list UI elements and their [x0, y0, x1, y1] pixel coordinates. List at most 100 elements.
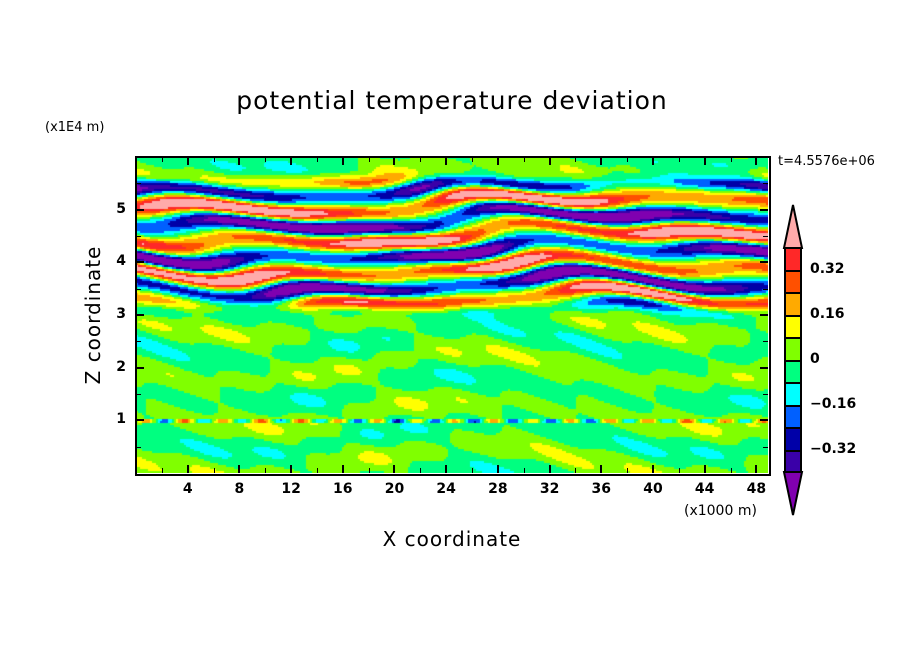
y-tick-label: 4: [116, 253, 126, 270]
x-tick-mark: [186, 465, 189, 473]
x-tick-mark: [290, 465, 293, 473]
x-minor-tick: [420, 468, 422, 473]
x-tick-mark: [651, 465, 654, 473]
x-tick-label: 24: [436, 481, 456, 497]
x-tick-mark: [393, 465, 396, 473]
x-minor-tick: [523, 468, 525, 473]
x-tick-label: 20: [384, 481, 405, 497]
x-tick-label: 32: [539, 481, 560, 497]
colorbar-box: [784, 427, 802, 452]
y-tick-mark-right: [760, 261, 768, 264]
y-minor-tick: [136, 183, 141, 185]
colorbar-label: 0: [810, 350, 820, 367]
x-tick-mark: [496, 465, 499, 473]
x-minor-tick-top: [420, 157, 422, 162]
x-minor-tick-top: [730, 157, 732, 162]
colorbar-box: [784, 269, 802, 294]
x-tick-mark-top: [651, 157, 654, 165]
x-axis-label: X coordinate: [382, 527, 522, 551]
y-tick-mark: [136, 419, 144, 422]
y-minor-tick-right: [763, 236, 768, 237]
y-tick-label: 3: [116, 306, 126, 322]
x-tick-label: 16: [333, 481, 353, 497]
x-minor-tick: [678, 468, 680, 473]
colorbar-box: [784, 359, 802, 384]
x-tick-mark-top: [393, 157, 396, 165]
x-minor-tick-top: [316, 157, 318, 162]
x-tick-mark-top: [290, 157, 293, 165]
x-minor-tick-top: [678, 157, 680, 162]
x-tick-label: 44: [694, 481, 715, 497]
colorbar-box: [784, 404, 802, 429]
y-tick-mark-right: [760, 208, 768, 211]
x-tick-label: 40: [643, 481, 663, 497]
y-tick-mark-right: [760, 366, 768, 369]
x-minor-tick: [730, 468, 732, 473]
y-tick-mark: [136, 314, 144, 316]
colorbar-box: [784, 337, 802, 362]
x-tick-label: 36: [591, 481, 611, 497]
y-tick-label: 1: [116, 411, 126, 428]
y-minor-tick: [136, 341, 141, 343]
x-tick-mark: [703, 465, 706, 473]
x-minor-tick-top: [523, 157, 525, 162]
x-tick-mark-top: [755, 157, 758, 165]
y-axis-label: Z coordinate: [81, 245, 105, 385]
x-tick-mark: [548, 465, 551, 473]
x-tick-label: 8: [234, 481, 245, 497]
contour-field: [136, 157, 768, 473]
x-tick-mark: [238, 465, 241, 473]
colorbar-label: −0.32: [810, 440, 857, 457]
y-minor-tick-right: [763, 341, 768, 343]
x-minor-tick: [472, 468, 474, 473]
y-tick-mark: [136, 366, 144, 369]
y-tick-mark-right: [760, 314, 768, 316]
colorbar-lower-extend-triangle: [782, 471, 804, 516]
x-minor-tick: [368, 468, 370, 473]
x-tick-mark-top: [548, 157, 551, 165]
y-minor-tick-right: [763, 446, 768, 448]
colorbar-label: 0.16: [810, 305, 845, 322]
x-tick-mark: [445, 465, 448, 473]
time-label: t=4.5576e+06: [778, 154, 875, 169]
x-minor-tick: [213, 468, 215, 473]
x-tick-mark-top: [341, 157, 344, 165]
x-minor-tick: [627, 468, 629, 473]
x-tick-label: 12: [281, 481, 301, 497]
y-tick-mark: [136, 208, 144, 211]
x-tick-mark-top: [186, 157, 189, 165]
x-tick-mark-top: [445, 157, 448, 165]
colorbar-box: [784, 382, 802, 407]
y-minor-tick-right: [763, 288, 768, 290]
colorbar-upper-extend-triangle: [782, 204, 804, 249]
y-minor-tick: [136, 288, 141, 290]
x-axis-unit: (x1000 m): [684, 503, 757, 519]
x-tick-mark-top: [703, 157, 706, 165]
x-minor-tick-top: [575, 157, 577, 162]
chart-title: potential temperature deviation: [236, 86, 668, 115]
colorbar-box: [784, 292, 802, 317]
y-minor-tick: [136, 446, 141, 448]
y-tick-label: 5: [116, 200, 126, 217]
x-minor-tick-top: [627, 157, 629, 162]
x-minor-tick: [265, 468, 267, 473]
y-minor-tick-right: [763, 394, 768, 395]
y-axis-unit: (x1E4 m): [45, 120, 105, 135]
y-tick-label: 2: [116, 358, 126, 375]
x-tick-label: 4: [182, 481, 193, 497]
x-minor-tick: [575, 468, 577, 473]
x-tick-mark-top: [600, 157, 603, 165]
x-tick-mark-top: [238, 157, 241, 165]
y-minor-tick-right: [763, 183, 768, 185]
x-tick-mark: [755, 465, 758, 473]
x-tick-label: 28: [488, 481, 508, 497]
x-minor-tick-top: [368, 157, 370, 162]
colorbar-label: 0.32: [810, 260, 845, 277]
y-minor-tick: [136, 236, 141, 237]
y-minor-tick: [136, 394, 141, 395]
y-tick-mark: [136, 261, 144, 264]
x-tick-mark-top: [496, 157, 499, 165]
x-minor-tick-top: [472, 157, 474, 162]
x-tick-label: 48: [746, 481, 767, 497]
x-minor-tick-top: [265, 157, 267, 162]
